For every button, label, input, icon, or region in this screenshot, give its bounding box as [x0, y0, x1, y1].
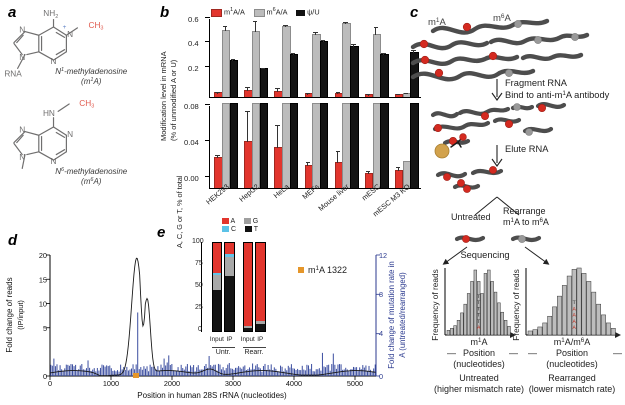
svg-text:NH2: NH2 [43, 9, 58, 20]
svg-text:Frequency of reads: Frequency of reads [511, 269, 521, 340]
svg-text:T: T [477, 305, 481, 312]
svg-text:CH3: CH3 [88, 21, 103, 32]
svg-text:(m1A): (m1A) [81, 77, 102, 86]
svg-text:RNA: RNA [4, 70, 22, 79]
svg-text:—: — [613, 348, 622, 358]
svg-text:15: 15 [39, 275, 47, 284]
svg-text:(nucleotides): (nucleotides) [453, 359, 505, 369]
svg-text:(m6A): (m6A) [81, 177, 102, 186]
svg-text:Fold change of reads: Fold change of reads [5, 277, 14, 352]
svg-text:T: T [477, 318, 481, 325]
svg-text:—: — [528, 348, 537, 358]
svg-text:N: N [19, 125, 25, 134]
svg-text:Sequencing: Sequencing [460, 250, 509, 260]
svg-text:T: T [477, 293, 481, 300]
svg-text:T: T [477, 299, 481, 306]
svg-text:N: N [19, 153, 25, 162]
svg-text:4000: 4000 [286, 379, 302, 388]
svg-text:N: N [19, 25, 25, 34]
svg-text:Position: Position [556, 348, 588, 358]
svg-text:5000: 5000 [347, 379, 363, 388]
svg-text:HN: HN [43, 109, 55, 118]
svg-text:2000: 2000 [164, 379, 180, 388]
svg-text:(lower mismatch rate): (lower mismatch rate) [529, 384, 616, 394]
svg-text:—: — [509, 348, 518, 358]
svg-text:m6A: m6A [493, 13, 512, 24]
svg-text:Fragment RNA: Fragment RNA [505, 78, 568, 88]
svg-text:CH3: CH3 [79, 100, 94, 110]
svg-text:—: — [447, 348, 456, 358]
svg-text:N: N [67, 30, 73, 39]
svg-text:Untreated: Untreated [451, 212, 491, 222]
svg-text:N: N [19, 53, 25, 62]
svg-text:Rearranged: Rearranged [548, 373, 596, 383]
svg-text:A: A [477, 324, 481, 331]
svg-text:1000: 1000 [103, 379, 119, 388]
svg-text:N6-methyladenosine: N6-methyladenosine [55, 167, 128, 176]
svg-text:N1-methyladenosine: N1-methyladenosine [55, 67, 128, 76]
svg-text:m1A/m6A: m1A/m6A [554, 337, 590, 347]
svg-text:N: N [51, 57, 57, 66]
svg-text:+: + [63, 24, 67, 31]
svg-text:Position in human 28S rRNA (nu: Position in human 28S rRNA (nucleotides) [137, 391, 287, 400]
svg-text:Bind to anti-m1A antibody: Bind to anti-m1A antibody [505, 90, 610, 100]
svg-text:Elute RNA: Elute RNA [505, 144, 549, 154]
svg-text:0: 0 [43, 372, 47, 381]
svg-text:m1A: m1A [471, 337, 488, 347]
svg-text:5: 5 [43, 324, 47, 333]
svg-text:N: N [51, 157, 57, 166]
svg-text:(nucleotides): (nucleotides) [546, 359, 598, 369]
svg-text:20: 20 [39, 251, 47, 260]
svg-text:(higher mismatch rate): (higher mismatch rate) [434, 384, 524, 394]
svg-text:N: N [67, 130, 73, 139]
svg-text:m1A to m6A: m1A to m6A [503, 217, 549, 227]
svg-text:0: 0 [379, 372, 383, 381]
svg-text:Rearrange: Rearrange [503, 206, 546, 216]
svg-text:Untreated: Untreated [459, 373, 499, 383]
svg-text:3000: 3000 [225, 379, 241, 388]
svg-text:T: T [477, 312, 481, 319]
svg-text:Position: Position [463, 348, 495, 358]
svg-text:10: 10 [39, 300, 47, 309]
svg-text:0: 0 [48, 379, 52, 388]
svg-text:Frequency of reads: Frequency of reads [430, 269, 440, 340]
svg-text:(IP/input): (IP/input) [16, 300, 25, 330]
